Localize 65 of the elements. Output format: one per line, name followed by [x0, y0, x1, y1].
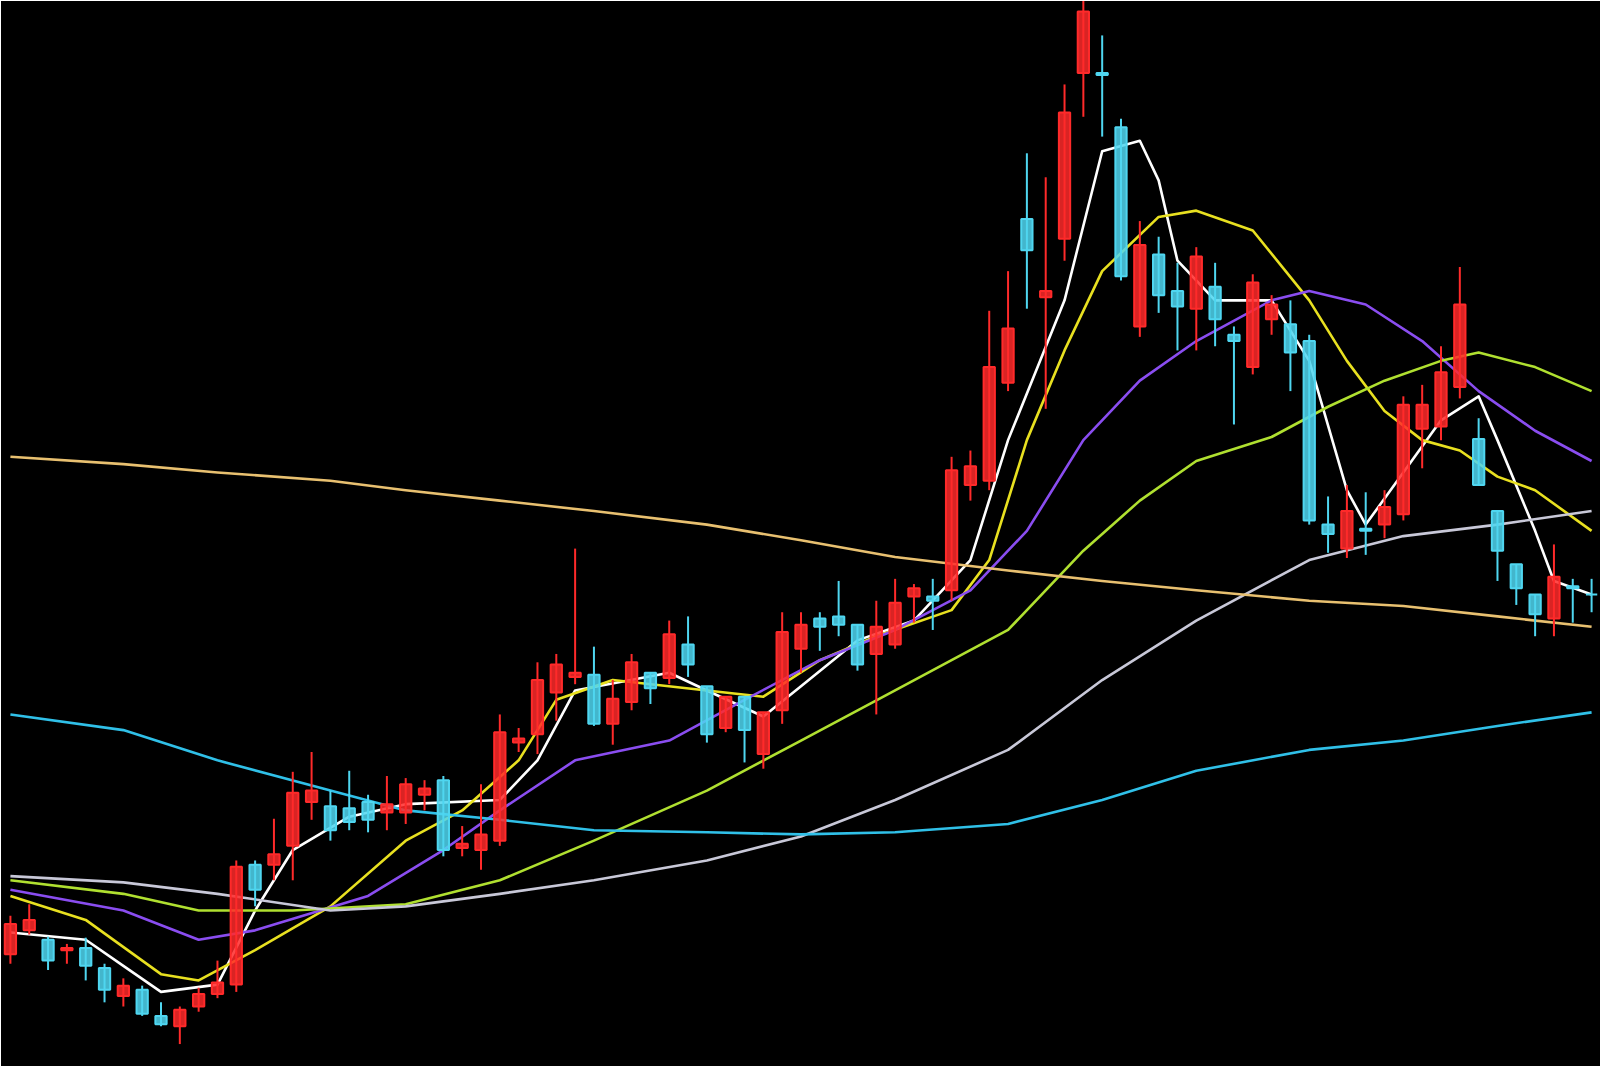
- candlestick: [1490, 510, 1505, 582]
- candlestick: [1020, 152, 1034, 310]
- candlestick: [512, 727, 526, 753]
- candlestick: [907, 583, 921, 624]
- candlestick: [210, 959, 225, 1000]
- candlestick: [1227, 325, 1241, 426]
- candlestick: [455, 825, 469, 858]
- candlestick: [79, 936, 93, 982]
- candlestick: [1415, 383, 1429, 470]
- candlestick: [963, 449, 978, 502]
- candlestick: [1566, 577, 1580, 624]
- candlestick: [1208, 261, 1222, 348]
- candlestick: [719, 695, 733, 734]
- candlestick: [3, 914, 18, 965]
- candlestick: [1340, 483, 1354, 559]
- candlestick: [60, 942, 74, 965]
- candlestick: [1264, 294, 1279, 336]
- candlestick: [304, 751, 319, 821]
- candlestick: [154, 1001, 168, 1028]
- candlestick: [1039, 176, 1053, 410]
- candlestick: [1584, 577, 1599, 614]
- candlestick: [116, 977, 130, 1008]
- candlestick: [813, 611, 827, 652]
- candlestick: [417, 779, 432, 812]
- candlestick: [342, 769, 356, 832]
- candlestick: [1095, 34, 1109, 138]
- candlestick: [624, 652, 639, 712]
- candlestick: [1509, 563, 1523, 606]
- candlestick: [850, 623, 865, 672]
- candlestick: [606, 679, 620, 746]
- candlestick: [323, 789, 338, 842]
- candlestick: [248, 859, 262, 908]
- candlestick: [1170, 261, 1185, 352]
- candlestick: [700, 685, 714, 744]
- candlestick: [926, 577, 940, 631]
- candlestick: [474, 783, 488, 871]
- candlestick: [380, 774, 394, 832]
- candlestick: [1547, 543, 1561, 638]
- candlestick: [192, 986, 206, 1013]
- candlestick: [888, 577, 902, 650]
- candlestick: [135, 984, 149, 1017]
- candlestick: [361, 793, 375, 834]
- candlestick: [1152, 235, 1166, 314]
- candlestick: [794, 611, 808, 674]
- candlestick: [1283, 299, 1298, 393]
- candlestick: [399, 777, 413, 825]
- candlestick: [681, 615, 695, 678]
- candlestick: [1472, 417, 1486, 486]
- candlestick: [568, 547, 582, 686]
- candlestick: [756, 711, 770, 770]
- candlestick: [549, 652, 563, 722]
- candlestick: [41, 935, 55, 971]
- candlestick: [643, 671, 658, 706]
- candlestick: [737, 695, 752, 764]
- candlestick: [662, 619, 676, 686]
- candlestick: [22, 903, 36, 936]
- candlestick: [1359, 491, 1373, 556]
- candlestick: [1377, 489, 1392, 540]
- candlestick: [97, 962, 112, 1004]
- candlestick: [1321, 495, 1335, 554]
- candlestick: [173, 1005, 187, 1046]
- candlestick: [1528, 593, 1542, 638]
- candlestick: [832, 579, 846, 638]
- candlestick: [869, 599, 883, 716]
- candlestick: [267, 817, 281, 882]
